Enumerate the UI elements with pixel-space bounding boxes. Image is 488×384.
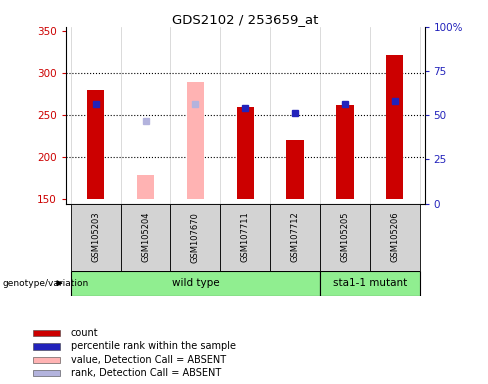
Bar: [33, 329, 60, 336]
Text: GSM105203: GSM105203: [91, 212, 100, 262]
Bar: [33, 370, 60, 376]
Bar: [386, 55, 404, 199]
Bar: [87, 90, 104, 199]
Text: GSM105204: GSM105204: [141, 212, 150, 262]
Bar: [286, 140, 304, 199]
Text: GSM105206: GSM105206: [390, 212, 399, 262]
Bar: [71, 204, 121, 271]
Text: GSM107711: GSM107711: [241, 212, 250, 263]
Bar: [170, 204, 220, 271]
Title: GDS2102 / 253659_at: GDS2102 / 253659_at: [172, 13, 318, 26]
Text: GSM107670: GSM107670: [191, 212, 200, 263]
Bar: [71, 271, 320, 296]
Text: rank, Detection Call = ABSENT: rank, Detection Call = ABSENT: [71, 368, 221, 378]
Text: value, Detection Call = ABSENT: value, Detection Call = ABSENT: [71, 355, 225, 365]
Text: genotype/variation: genotype/variation: [2, 279, 89, 288]
Bar: [33, 343, 60, 349]
Bar: [121, 204, 170, 271]
Bar: [187, 81, 204, 199]
Text: GSM105205: GSM105205: [340, 212, 349, 262]
Text: GSM107712: GSM107712: [290, 212, 300, 263]
Bar: [320, 204, 370, 271]
Bar: [33, 356, 60, 363]
Bar: [370, 204, 420, 271]
Bar: [220, 204, 270, 271]
Bar: [137, 175, 154, 199]
Bar: [336, 105, 354, 199]
Text: count: count: [71, 328, 98, 338]
Bar: [237, 107, 254, 199]
Text: percentile rank within the sample: percentile rank within the sample: [71, 341, 236, 351]
Bar: [320, 271, 420, 296]
Text: wild type: wild type: [172, 278, 219, 288]
Bar: [270, 204, 320, 271]
Text: sta1-1 mutant: sta1-1 mutant: [333, 278, 407, 288]
